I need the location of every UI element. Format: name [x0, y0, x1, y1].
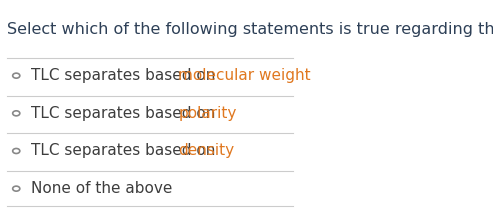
Text: TLC separates based on: TLC separates based on — [31, 106, 220, 121]
Text: TLC separates based on: TLC separates based on — [31, 68, 220, 83]
Text: None of the above: None of the above — [31, 181, 173, 196]
Text: polarity: polarity — [178, 106, 237, 121]
Text: Select which of the following statements is true regarding the TLC lab.: Select which of the following statements… — [7, 22, 493, 37]
Text: molecular weight: molecular weight — [178, 68, 311, 83]
Text: density: density — [178, 144, 235, 159]
Text: TLC separates based on: TLC separates based on — [31, 144, 220, 159]
